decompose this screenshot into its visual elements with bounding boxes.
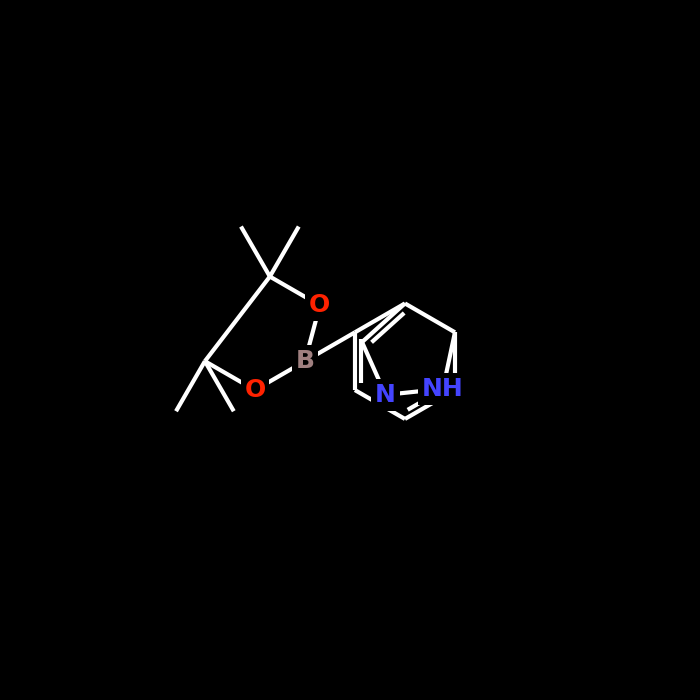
- Text: O: O: [244, 378, 265, 402]
- Text: NH: NH: [422, 377, 464, 401]
- Text: N: N: [375, 383, 396, 407]
- Text: O: O: [309, 293, 330, 317]
- Text: B: B: [295, 349, 314, 373]
